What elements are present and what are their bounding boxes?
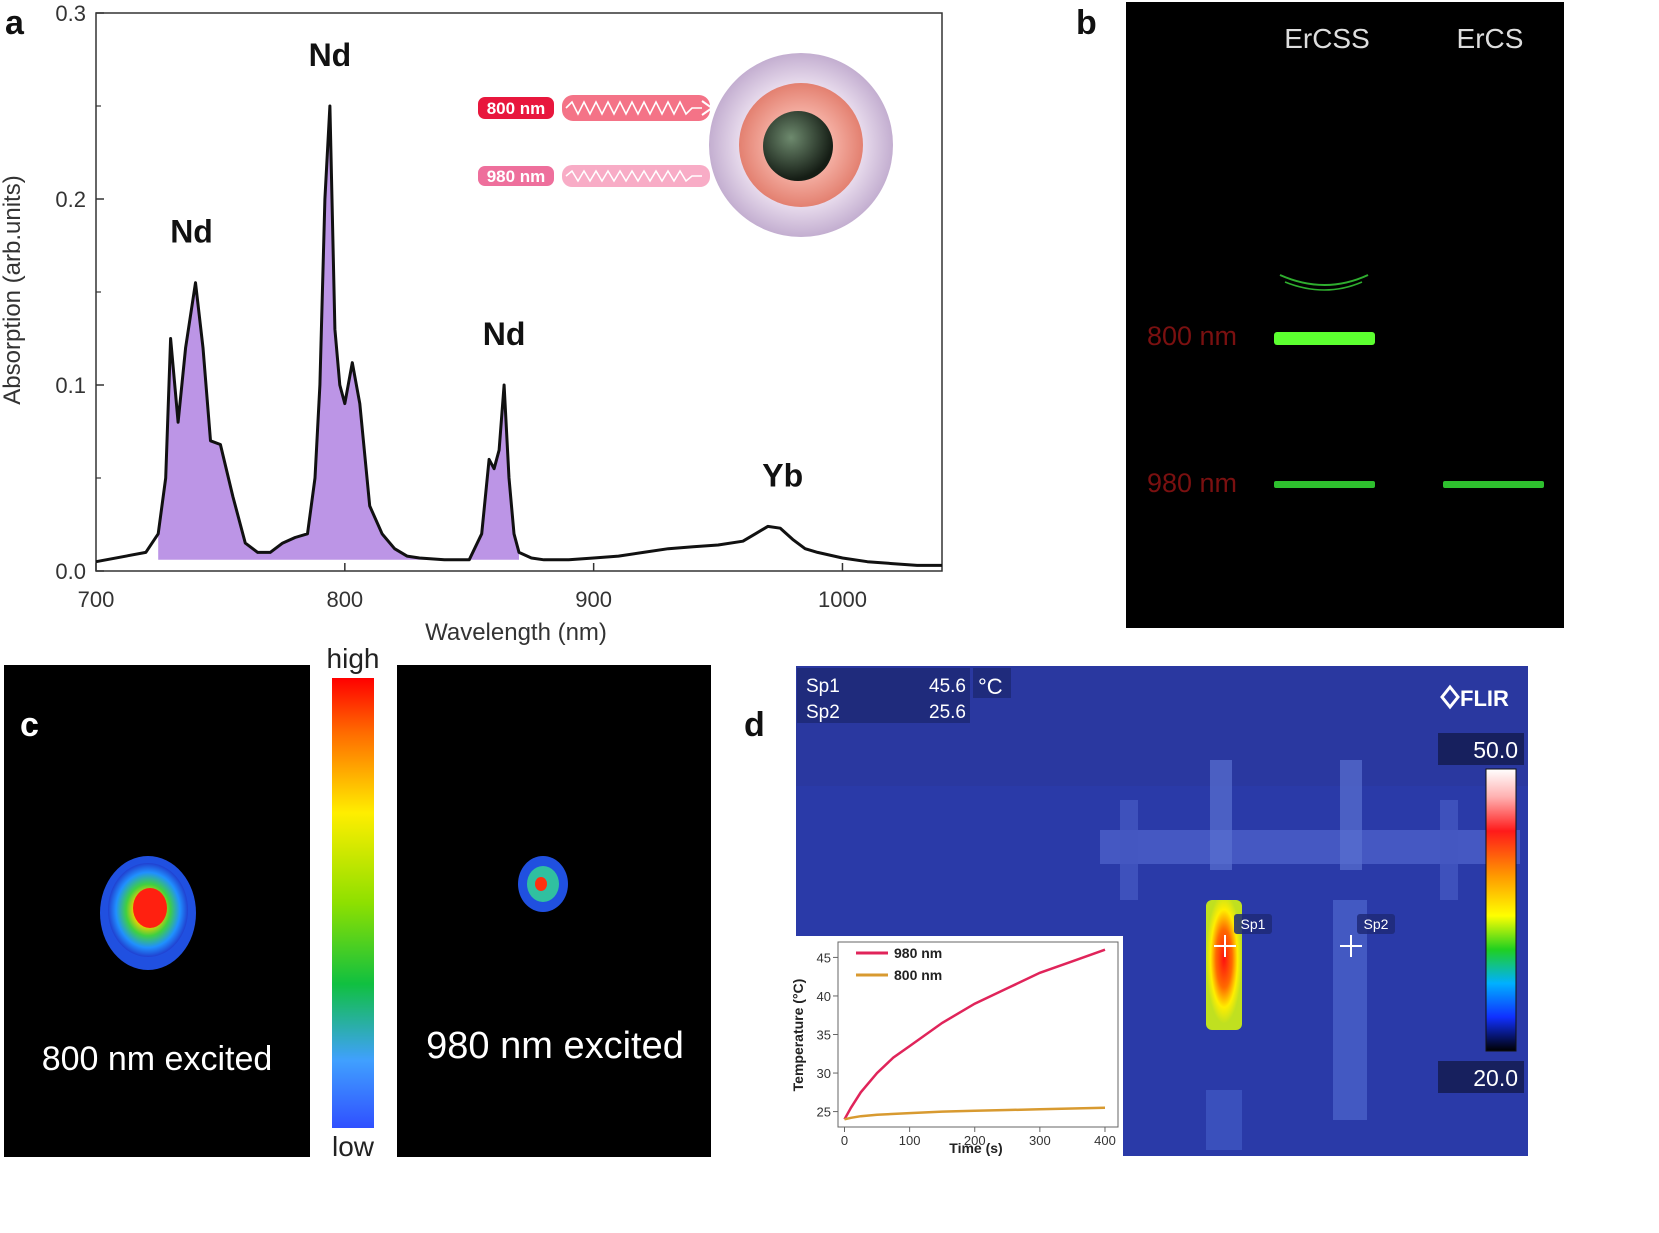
scale-low-label: low: [332, 1131, 375, 1162]
y-tick-label: 0.3: [55, 1, 86, 26]
band-ercs-980: [1443, 481, 1544, 488]
core-shell-nanoparticle-illustration: [709, 53, 893, 237]
gel-photo-background: [1126, 2, 1564, 628]
inset-y-tick-label: 35: [817, 1028, 831, 1043]
temperature-color-scale: [1485, 768, 1517, 1052]
series-800-line: [844, 1106, 1106, 1121]
band-ercss-980: [1274, 481, 1375, 488]
inset-y-tick-label: 25: [817, 1105, 831, 1120]
scale-min-value: 20.0: [1473, 1065, 1518, 1091]
peak-labels: Nd Nd Nd Yb: [170, 37, 803, 493]
peak-label: Nd: [309, 37, 352, 73]
readout-sp1-value: 45.6: [929, 676, 966, 697]
legend-800-label: 800 nm: [894, 967, 942, 983]
marker-sp1: Sp1: [1214, 914, 1272, 957]
inset-y-label: Temperature (°C): [790, 979, 806, 1092]
intensity-color-scale: [332, 678, 374, 1128]
panel-b-letter: b: [1076, 4, 1097, 42]
inset-x-tick-label: 100: [899, 1133, 921, 1148]
inset-x-tick-label: 0: [841, 1133, 848, 1148]
marker-sp2: Sp2: [1340, 914, 1395, 957]
inset-x-tick-label: 200: [964, 1133, 986, 1148]
y-axis: 0.0 0.1 0.2 0.3: [55, 1, 104, 584]
absorption-line: [95, 104, 942, 567]
row-label-980: 980 nm: [1147, 468, 1237, 498]
inset-y-tick-label: 45: [817, 950, 831, 965]
inset-y-axis: 25 30 35 40 45: [817, 950, 838, 1120]
x-tick-label: 1000: [818, 587, 867, 612]
marker-sp1-label: Sp1: [1241, 916, 1266, 932]
panel-b: b ErCSS ErCS 800 nm 980 nm: [1076, 2, 1564, 628]
laser-800-label: 800 nm: [487, 99, 546, 118]
band-ercss-800: [1274, 332, 1375, 345]
peak-label: Nd: [170, 214, 213, 250]
reflection-arc: [1279, 274, 1369, 286]
panel-d: d Sp1 45.6 Sp2 25.6 °C FLIR 50.0 20.0: [744, 666, 1528, 1156]
readout-sp1-label: Sp1: [806, 676, 840, 697]
peak-label: Nd: [483, 316, 526, 352]
image-980-excited: [397, 665, 711, 1157]
x-tick-label: 800: [326, 587, 363, 612]
panel-a-letter: a: [5, 4, 25, 42]
readout-unit: °C: [978, 674, 1003, 699]
readout-sp2-value: 25.6: [929, 702, 966, 723]
lane-label-ercss: ErCSS: [1284, 23, 1370, 54]
flir-logo: FLIR: [1440, 684, 1509, 711]
laser-800-beam: 800 nm: [478, 95, 714, 121]
scale-max-value: 50.0: [1473, 737, 1518, 763]
flir-brand: FLIR: [1460, 686, 1509, 711]
panel-c: c 800 nm excited high low 980 nm excited: [4, 643, 711, 1162]
caption-800-excited: 800 nm excited: [42, 1040, 273, 1078]
marker-sp2-label: Sp2: [1364, 916, 1389, 932]
row-label-800: 800 nm: [1147, 321, 1237, 351]
x-axis: 700 800 900 1000: [78, 563, 867, 612]
scale-high-label: high: [327, 643, 380, 674]
y-tick-label: 0.2: [55, 187, 86, 212]
legend-980-label: 980 nm: [894, 945, 942, 961]
panel-c-letter: c: [20, 706, 39, 744]
inset-y-tick-label: 40: [817, 989, 831, 1004]
x-axis-label: Wavelength (nm): [425, 619, 607, 646]
series-980-line: [843, 948, 1106, 1120]
temperature-inset-background: [792, 936, 1123, 1156]
panel-a: a 0.0 0.1 0.2 0.3 700 800 900 1000 Nd Nd Nd Yb Ab…: [0, 1, 943, 646]
inset-x-label: Time (s): [949, 1140, 1002, 1156]
absorption-area: [158, 106, 519, 560]
readout-sp2-label: Sp2: [806, 702, 840, 723]
x-tick-label: 900: [575, 587, 612, 612]
laser-980-label: 980 nm: [487, 167, 546, 186]
x-tick-label: 700: [78, 587, 115, 612]
peak-label: Yb: [762, 457, 803, 493]
panel-d-letter: d: [744, 706, 765, 744]
cuvette-sp1-hot: [1206, 900, 1242, 1030]
readout-box: [797, 668, 970, 723]
lane-label-ercs: ErCS: [1457, 23, 1524, 54]
caption-980-excited: 980 nm excited: [426, 1025, 684, 1067]
inset-x-axis: 0 100 200 300 400: [841, 1127, 1116, 1148]
inset-x-tick-label: 400: [1094, 1133, 1116, 1148]
y-tick-label: 0.1: [55, 373, 86, 398]
inset-x-tick-label: 300: [1029, 1133, 1051, 1148]
inset-y-tick-label: 30: [817, 1066, 831, 1081]
y-axis-label: Absorption (arb.units): [0, 175, 26, 404]
laser-980-beam: 980 nm: [478, 165, 710, 187]
y-tick-label: 0.0: [55, 559, 86, 584]
